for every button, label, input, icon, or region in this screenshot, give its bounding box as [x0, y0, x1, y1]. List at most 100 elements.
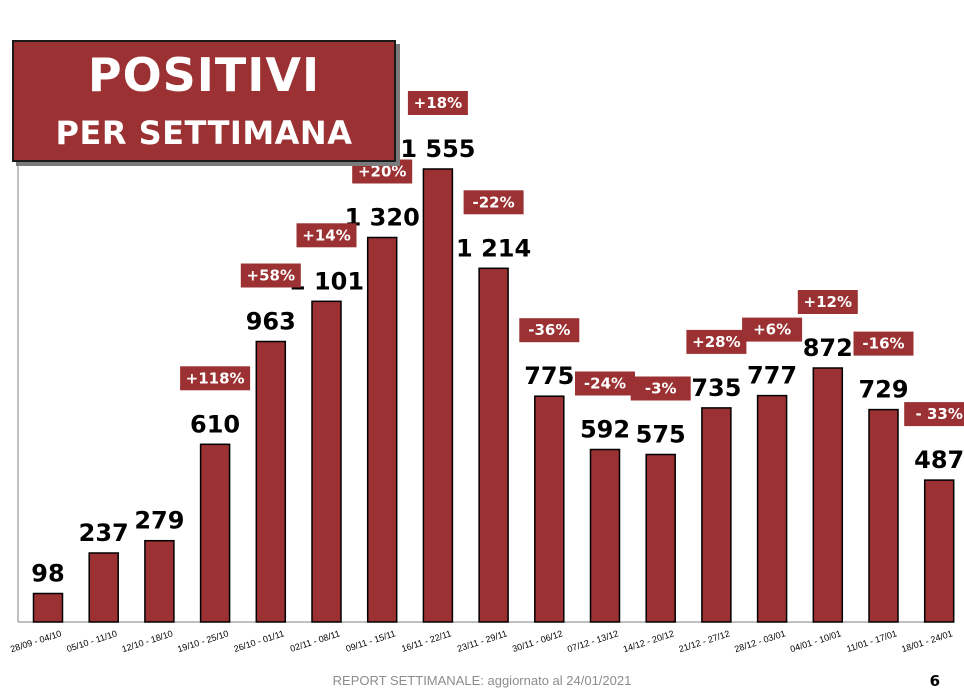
bar-value-label-15: 872: [803, 334, 853, 362]
bar-8: [422, 168, 454, 623]
footer-report-text: REPORT SETTIMANALE: aggiornato al 24/01/…: [332, 673, 632, 688]
change-badge-11: -24%: [575, 371, 635, 396]
change-badge-label-12: -3%: [645, 380, 677, 398]
bar-value-label-10: 775: [524, 362, 574, 390]
bar-12: [645, 453, 676, 623]
x-tick-label-1: 28/09 - 04/10: [9, 628, 63, 654]
bar-value-label-5: 963: [246, 308, 296, 336]
change-badge-label-13: +28%: [692, 333, 740, 351]
change-badge-7: +20%: [352, 159, 413, 184]
change-badge-bg-16: [853, 331, 914, 356]
bar-value-label-13: 735: [691, 374, 741, 402]
change-badge-bg-6: [296, 223, 357, 248]
bar-value-label-2: 237: [79, 519, 129, 547]
chart-title-line1: POSITIVI: [87, 48, 321, 102]
change-badge-14: +6%: [742, 317, 803, 342]
bar-value-label-14: 777: [747, 362, 797, 390]
bar-value-label-1: 98: [31, 560, 64, 588]
bar-2: [88, 552, 119, 623]
change-badge-label-14: +6%: [753, 321, 791, 339]
change-badge-label-8: +18%: [414, 94, 462, 112]
change-badge-16: -16%: [853, 331, 914, 356]
x-tick-label-7: 09/11 - 15/11: [345, 628, 397, 653]
bar-value-label-8: 1 555: [400, 135, 475, 163]
change-badge-bg-14: [742, 317, 803, 342]
change-badge-label-6: +14%: [302, 226, 350, 244]
change-badge-6: +14%: [296, 223, 357, 248]
x-tick-label-12: 14/12 - 20/12: [622, 628, 676, 654]
bar-value-label-16: 729: [858, 376, 908, 404]
change-badge-label-11: -24%: [584, 375, 626, 393]
chart-change-badges: +118% +58% +14% +20% +18% -22% -36% -24% -3% +28%…: [180, 91, 964, 427]
bar-1: [32, 592, 64, 623]
bar-value-label-3: 279: [134, 507, 184, 535]
x-tick-label-13: 21/12 - 27/12: [677, 628, 731, 654]
change-badge-10: -36%: [519, 318, 580, 343]
change-badge-4: +118%: [180, 366, 251, 391]
change-badge-12: -3%: [630, 376, 691, 401]
page-number: 6: [929, 672, 940, 690]
change-badge-label-9: -22%: [473, 193, 515, 211]
change-badge-bg-11: [575, 371, 635, 396]
bar-6: [311, 300, 342, 623]
x-tick-label-2: 05/10 - 11/10: [65, 628, 118, 654]
change-badge-5: +58%: [240, 263, 301, 288]
change-badge-bg-4: [180, 366, 251, 391]
change-badge-label-17: - 33%: [916, 405, 963, 423]
change-badge-bg-7: [352, 159, 413, 184]
bar-value-label-7: 1 320: [345, 204, 420, 232]
bar-7: [366, 236, 398, 623]
change-badge-label-10: -36%: [528, 321, 570, 339]
x-tick-label-16: 11/01 - 17/01: [845, 628, 898, 654]
change-badge-bg-15: [797, 290, 858, 314]
x-tick-label-9: 23/11 - 29/11: [456, 628, 508, 653]
change-badge-label-4: +118%: [186, 369, 245, 387]
bar-9: [478, 267, 509, 623]
chart-x-tick-labels: 28/09 - 04/10 05/10 - 11/10 12/10 - 18/10 1…: [9, 628, 954, 654]
change-badge-label-5: +58%: [247, 267, 295, 285]
change-badge-17: - 33%: [904, 402, 964, 427]
bar-value-label-9: 1 214: [456, 234, 531, 262]
x-tick-label-11: 07/12 - 13/12: [566, 628, 620, 654]
bar-10: [534, 395, 565, 623]
x-tick-label-5: 26/10 - 01/11: [233, 628, 286, 654]
bar-4: [199, 443, 231, 623]
x-tick-label-14: 28/12 - 03/01: [733, 628, 787, 654]
change-badge-bg-12: [630, 376, 691, 401]
x-tick-label-6: 02/11 - 08/11: [289, 628, 341, 653]
change-badge-bg-10: [519, 318, 580, 343]
x-tick-label-15: 04/01 - 10/01: [789, 628, 843, 654]
bar-value-label-6: 1 101: [289, 267, 364, 295]
chart-title-line2: PER SETTIMANA: [55, 114, 353, 152]
bar-value-label-4: 610: [190, 410, 240, 438]
bar-17: [923, 479, 955, 623]
x-tick-label-4: 19/10 - 25/10: [176, 628, 230, 654]
bar-14: [756, 394, 788, 623]
change-badge-8: +18%: [407, 91, 468, 115]
bar-16: [868, 408, 899, 623]
bar-11: [589, 448, 621, 623]
change-badge-bg-13: [686, 329, 747, 354]
change-badge-label-7: +20%: [358, 163, 406, 181]
x-tick-label-8: 16/11 - 22/11: [400, 628, 452, 653]
change-badge-13: +28%: [686, 329, 747, 354]
change-badge-bg-5: [240, 263, 301, 288]
x-tick-label-3: 12/10 - 18/10: [120, 628, 174, 654]
change-badge-label-16: -16%: [862, 335, 904, 353]
bar-value-label-17: 487: [914, 446, 964, 474]
bar-15: [812, 367, 844, 623]
chart-bars: [32, 168, 955, 623]
change-badge-9: -22%: [463, 190, 524, 215]
chart-title-box: POSITIVI PER SETTIMANA: [12, 40, 396, 162]
change-badge-label-15: +12%: [804, 293, 852, 311]
bar-3: [144, 539, 175, 623]
change-badge-bg-17: [904, 402, 964, 427]
change-badge-bg-8: [407, 91, 468, 115]
change-badge-15: +12%: [797, 290, 858, 314]
change-badge-bg-9: [463, 190, 524, 215]
bar-value-label-11: 592: [580, 416, 630, 444]
bar-5: [255, 340, 287, 623]
bar-value-label-12: 575: [636, 421, 686, 449]
